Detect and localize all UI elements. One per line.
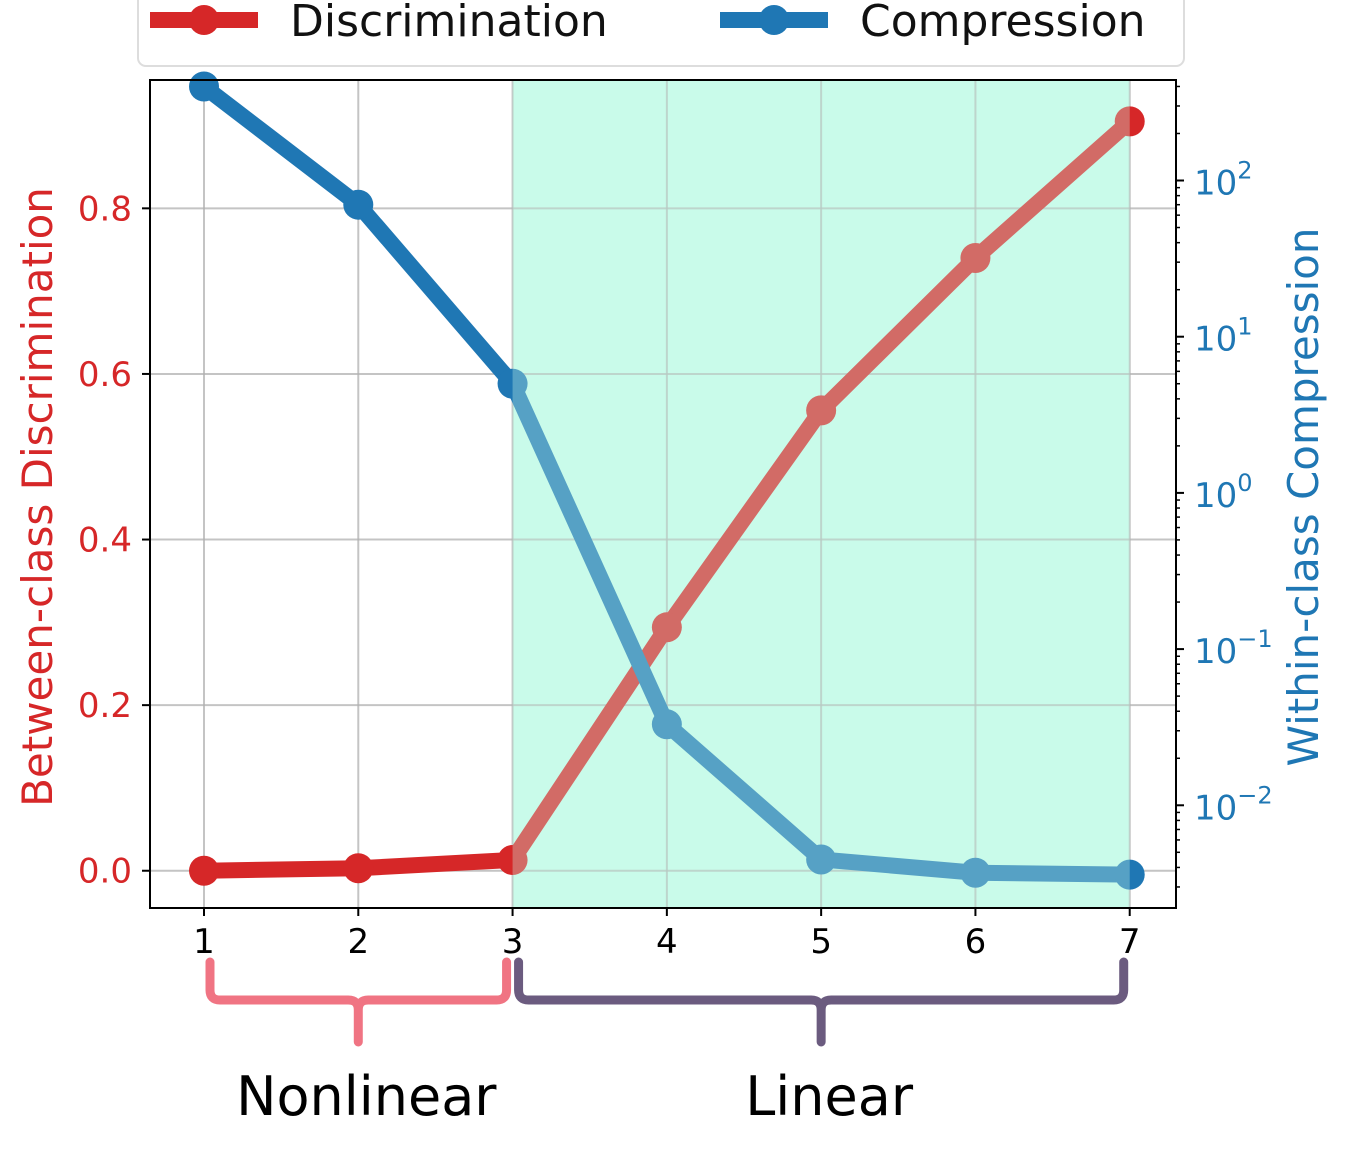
y-right-tick-label: 101	[1194, 313, 1253, 360]
y-left-tick-label: 0.6	[78, 355, 132, 395]
data-point-discrimination	[1114, 106, 1145, 137]
legend-swatch-marker	[189, 5, 219, 35]
data-point-compression	[1114, 859, 1145, 890]
x-tick-label: 5	[810, 922, 832, 962]
data-point-compression	[806, 844, 837, 875]
y-right-tick-label: 10−1	[1194, 625, 1273, 672]
data-point-discrimination	[651, 612, 682, 643]
region-label-linear: Linear	[745, 1065, 914, 1128]
y-axis-right-label: Within-class Compression	[1279, 228, 1328, 767]
y-left-tick-label: 0.2	[78, 686, 132, 726]
brace-linear	[514, 957, 1129, 1047]
plot-frame	[149, 79, 1177, 909]
data-point-discrimination	[806, 395, 837, 426]
legend-label-discrimination: Discrimination	[290, 0, 608, 47]
data-point-discrimination	[960, 243, 991, 274]
data-point-compression	[960, 857, 991, 888]
legend-label-compression: Compression	[860, 0, 1146, 47]
x-tick-label: 1	[193, 922, 215, 962]
data-point-discrimination	[343, 853, 374, 884]
x-tick-label: 3	[502, 922, 524, 962]
data-point-discrimination	[189, 855, 219, 886]
y-left-tick-label: 0.8	[78, 189, 132, 229]
y-axis-left-label: Between-class Discrimination	[13, 187, 62, 807]
data-point-compression	[189, 71, 219, 102]
shaded-region-overlay	[512, 80, 1130, 908]
legend-box	[137, 0, 1185, 67]
data-point-discrimination	[497, 844, 528, 875]
data-point-compression	[651, 709, 682, 740]
legend-swatch-marker	[759, 5, 789, 35]
x-tick-label: 7	[1119, 922, 1141, 962]
legend: Discrimination Compression	[137, 0, 1185, 67]
y-left-tick-label: 0.4	[78, 521, 132, 561]
y-right-tick-label: 102	[1194, 157, 1253, 204]
annotation-layer: Nonlinear Linear	[205, 957, 1129, 1128]
y-right-tick-label: 10−2	[1194, 781, 1273, 828]
data-point-compression	[343, 189, 374, 220]
axes-layer: 1 2 3 4 5 6 7 0.0 0.2 0.4 0.6 0.8 10−2 10−1 100 101 102	[78, 85, 1273, 962]
y-left-tick-label: 0.0	[78, 852, 132, 892]
brace-nonlinear	[205, 957, 512, 1047]
region-label-nonlinear: Nonlinear	[236, 1065, 497, 1128]
x-tick-label: 2	[347, 922, 369, 962]
y-right-tick-label: 100	[1194, 469, 1253, 516]
x-tick-label: 6	[965, 922, 987, 962]
data-point-compression	[497, 368, 528, 399]
x-tick-label: 4	[656, 922, 678, 962]
series-layer	[189, 71, 1145, 908]
